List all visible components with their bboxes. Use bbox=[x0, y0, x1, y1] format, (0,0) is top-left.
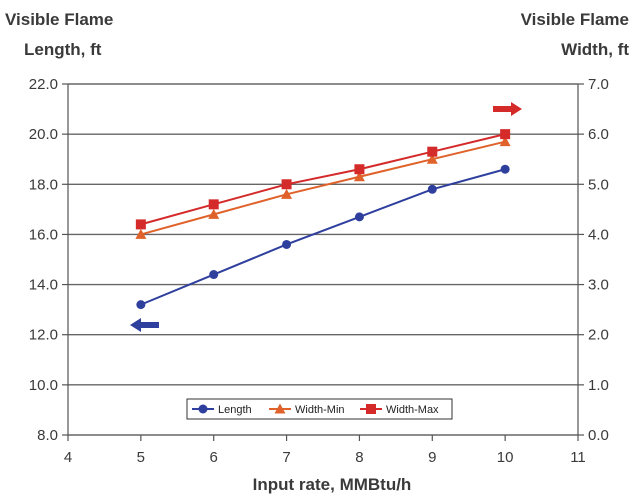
legend-marker-width-min bbox=[274, 403, 286, 414]
x-tick-label: 10 bbox=[497, 449, 514, 466]
y-right-tick-label: 6.0 bbox=[588, 126, 609, 143]
x-tick-label: 8 bbox=[355, 449, 363, 466]
point-length bbox=[209, 270, 219, 280]
y-left-tick-label: 10.0 bbox=[29, 377, 58, 394]
axis-arrows bbox=[130, 102, 522, 332]
y-right-tick-label: 5.0 bbox=[588, 176, 609, 193]
series-line-width-min bbox=[140, 140, 506, 236]
y-left-tick-label: 22.0 bbox=[29, 76, 58, 93]
legend-label-width-max: Width-Max bbox=[386, 404, 439, 416]
x-tick-label: 7 bbox=[282, 449, 290, 466]
point-width-max bbox=[208, 199, 219, 210]
legend: Length Width-Min Width-Max bbox=[186, 398, 453, 420]
legend-label-width-min: Width-Min bbox=[295, 404, 345, 416]
point-length bbox=[500, 164, 510, 174]
series-line-width-max bbox=[140, 133, 506, 226]
right-axis-arrow bbox=[493, 102, 522, 116]
series-layer bbox=[135, 129, 511, 310]
y-left-tick-label: 8.0 bbox=[37, 427, 58, 444]
point-width-min bbox=[208, 208, 220, 219]
point-length bbox=[282, 239, 292, 249]
series-line-length bbox=[140, 168, 506, 306]
y-left-tick-label: 20.0 bbox=[29, 126, 58, 143]
x-tick-label: 11 bbox=[570, 449, 586, 466]
y-right-tick-label: 1.0 bbox=[588, 377, 609, 394]
y-right-tick-label: 2.0 bbox=[588, 327, 609, 344]
point-width-max bbox=[427, 146, 438, 157]
x-axis-label: Input rate, MMBtu/h bbox=[253, 475, 412, 494]
point-width-max bbox=[281, 179, 292, 190]
gridlines bbox=[68, 83, 578, 436]
y-left-tick-label: 12.0 bbox=[29, 327, 58, 344]
right-axis-title-line-2: Width, ft bbox=[561, 40, 629, 59]
point-width-min bbox=[353, 171, 365, 182]
legend-box bbox=[186, 398, 453, 420]
point-length bbox=[427, 184, 437, 194]
y-right-tick-label: 0.0 bbox=[588, 427, 609, 444]
left-axis-title-line-2: Length, ft bbox=[24, 40, 102, 59]
point-width-min bbox=[499, 136, 511, 147]
legend-marker-width-max bbox=[366, 404, 376, 414]
point-length bbox=[354, 212, 364, 222]
point-width-max bbox=[135, 219, 146, 230]
y-left-tick-label: 14.0 bbox=[29, 277, 58, 294]
point-length bbox=[136, 300, 146, 310]
x-tick-label: 6 bbox=[210, 449, 218, 466]
y-right-tick-label: 4.0 bbox=[588, 226, 609, 243]
right-axis-title-line-1: Visible Flame bbox=[520, 10, 629, 29]
y-left-tick-label: 16.0 bbox=[29, 226, 58, 243]
left-axis-arrow bbox=[130, 318, 159, 332]
y-right-tick-label: 7.0 bbox=[588, 76, 609, 93]
x-tick-label: 9 bbox=[428, 449, 436, 466]
y-left-tick-label: 18.0 bbox=[29, 176, 58, 193]
x-tick-label: 4 bbox=[64, 449, 72, 466]
legend-marker-length bbox=[198, 404, 208, 414]
legend-label-length: Length bbox=[218, 404, 252, 416]
point-width-max bbox=[500, 129, 511, 140]
y-right-tick-label: 3.0 bbox=[588, 277, 609, 294]
point-width-min bbox=[281, 188, 293, 199]
axes: 8.0 10.0 12.0 14.0 16.0 18.0 20.0 22.0 0.0 1.0 2.0… bbox=[29, 76, 609, 466]
point-width-min bbox=[135, 228, 147, 239]
left-axis-title-line-1: Visible Flame bbox=[5, 10, 114, 29]
point-width-min bbox=[426, 153, 438, 164]
point-width-max bbox=[354, 164, 365, 175]
x-tick-label: 5 bbox=[137, 449, 145, 466]
